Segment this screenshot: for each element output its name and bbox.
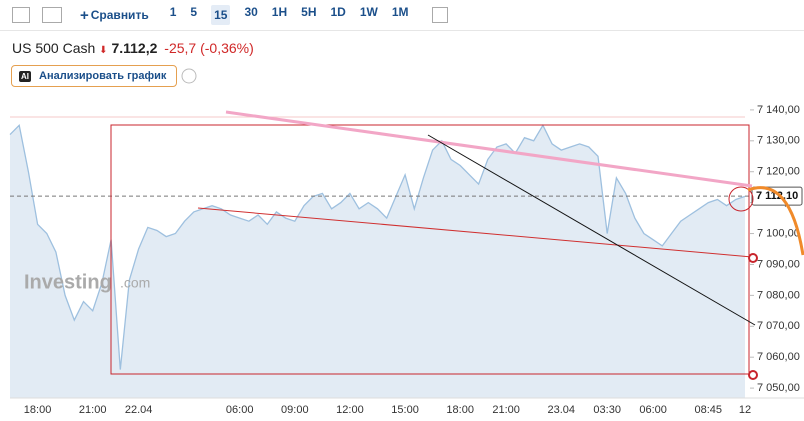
interval[interactable]: 15 (211, 5, 231, 25)
interval[interactable]: 1D (330, 5, 346, 19)
area-fill (10, 125, 745, 399)
y-tick-label: 7 130,00 (757, 135, 800, 147)
interval[interactable]: 1 (169, 5, 177, 19)
x-tick-label: 18:00 (24, 404, 52, 416)
plus-icon: + (80, 6, 89, 24)
x-tick-label: 18:00 (446, 404, 474, 416)
instrument: US 500 Cash (12, 40, 96, 56)
area-icon[interactable] (42, 7, 62, 23)
y-tick-label: 7 100,00 (757, 227, 800, 239)
y-tick-label: 7 110,00 (757, 197, 799, 209)
y-tick-label: 7 070,00 (757, 320, 800, 332)
analyze-button[interactable]: AI Анализировать график (11, 65, 177, 87)
change: -25,7 (164, 40, 197, 56)
drawn-circle (728, 186, 754, 212)
handle (748, 253, 758, 263)
interval[interactable]: 30 (244, 5, 258, 19)
analyze-label: Анализировать график (39, 70, 167, 82)
drawn-rectangle (110, 124, 750, 375)
header: US 500 Cash ⬇ 7.112,2 -25,7 (-0,36%) (12, 40, 254, 56)
x-tick-label: 12:00 (336, 404, 364, 416)
down-arrow: ⬇ (99, 45, 108, 56)
current-price-label: 7 112,10 (756, 190, 798, 202)
current-price-box (751, 186, 803, 206)
interval[interactable]: 1W (359, 5, 378, 19)
x-tick-label: 08:45 (694, 404, 722, 416)
y-tick-label: 7 140,00 (757, 104, 800, 116)
drawn-arrow (747, 186, 804, 256)
watermark-suffix: .com (120, 275, 150, 291)
x-tick-label: 12 (739, 404, 751, 416)
x-tick-label: 06:00 (226, 404, 254, 416)
drawn-trendline (197, 207, 753, 258)
y-tick-label: 7 050,00 (757, 382, 800, 394)
price: 7.112,2 (111, 40, 158, 56)
x-tick-label: 15:00 (391, 404, 419, 416)
x-tick-label: 09:00 (281, 404, 309, 416)
y-tick-label: 7 080,00 (757, 289, 800, 301)
intervals: 1 5 15 30 1H 5H 1D 1W 1M (163, 5, 416, 25)
interval[interactable]: 1H (271, 5, 288, 19)
x-tick-label: 06:00 (639, 404, 667, 416)
x-tick-label: 23.04 (547, 404, 575, 416)
interval[interactable]: 5H (301, 5, 317, 19)
y-tick-label: 7 090,00 (757, 258, 800, 270)
x-tick-label: 21:00 (492, 404, 520, 416)
y-tick-label: 7 060,00 (757, 351, 800, 363)
watermark-brand: Investing (24, 271, 112, 293)
handle (748, 370, 758, 380)
x-tick-label: 22.04 (125, 404, 153, 416)
price-line (9, 123, 746, 370)
y-tick-label: 7 120,00 (757, 166, 800, 178)
axis-bg (750, 100, 804, 398)
x-tick-label: 03:30 (593, 404, 621, 416)
ai-icon: AI (19, 70, 31, 82)
candle-icon[interactable] (12, 7, 30, 23)
info-icon (181, 68, 197, 84)
drawn-resistance (225, 110, 753, 188)
interval[interactable]: 5 (190, 5, 198, 19)
compare[interactable]: Сравнить (90, 8, 149, 22)
drawn-line (427, 134, 756, 326)
settings-icon[interactable] (431, 7, 448, 23)
interval[interactable]: 1M (391, 5, 409, 19)
change-pct: (-0,36%) (200, 40, 254, 56)
toolbar: + Сравнить 1 5 15 30 1H 5H 1D 1W 1M (0, 0, 804, 31)
x-tick-label: 21:00 (79, 404, 107, 416)
